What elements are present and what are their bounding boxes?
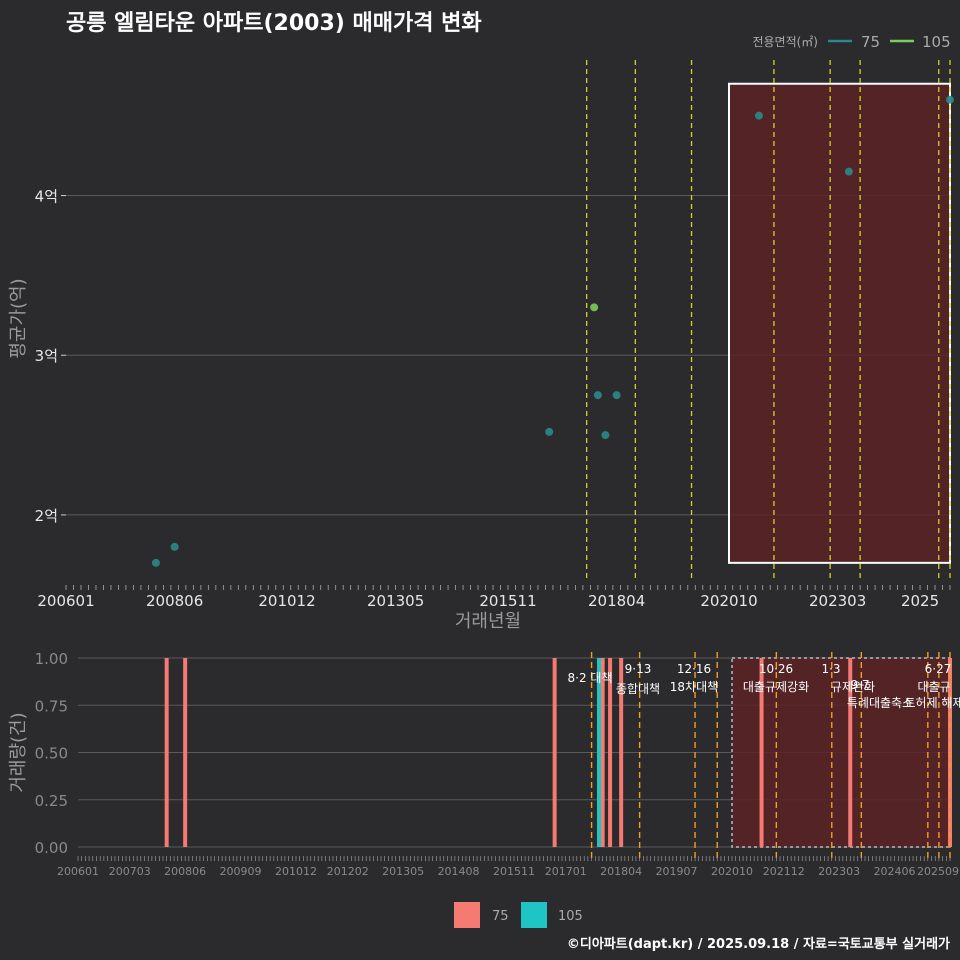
x-tick-label: 2025 xyxy=(901,592,939,610)
x-tick-label: 202406 xyxy=(874,865,916,878)
x-tick-label: 202112 xyxy=(763,865,805,878)
x-tick-label: 201012 xyxy=(258,592,315,610)
y-tick-label: 4억 xyxy=(35,188,58,206)
x-tick-label: 200806 xyxy=(164,865,206,878)
data-point xyxy=(612,391,621,400)
y-tick-label: 0.25 xyxy=(35,792,68,810)
legend-swatch-105 xyxy=(521,902,547,928)
x-tick-label: 202010 xyxy=(700,592,757,610)
volume-bar xyxy=(619,658,624,847)
data-point xyxy=(754,111,763,120)
policy-label: 9·13 xyxy=(625,662,652,676)
policy-sublabel: 대출규제강화 xyxy=(743,680,809,694)
policy-sublabel: 18차대책 xyxy=(670,679,718,694)
policy-sublabel: 토허제 해제 xyxy=(904,696,960,710)
policy-sublabel: 종합대책 xyxy=(616,681,660,696)
legend-label-75: 75 xyxy=(492,909,509,924)
y-tick-label: 0.50 xyxy=(35,745,68,763)
legend-label-105: 105 xyxy=(558,909,583,924)
data-point xyxy=(844,167,853,176)
y-tick-label: 0.00 xyxy=(35,839,68,857)
volume-bar xyxy=(608,658,613,847)
y-axis-label: 평균가(억) xyxy=(8,278,29,358)
y-tick-label: 0.75 xyxy=(35,697,68,715)
x-tick-label: 201804 xyxy=(588,592,645,610)
x-tick-label: 200909 xyxy=(220,865,262,878)
policy-sublabel: 특례대출축소 xyxy=(847,696,913,710)
chart-title: 공릉 엘림타운 아파트(2003) 매매가격 변화 xyxy=(66,11,482,36)
x-tick-label: 202303 xyxy=(809,592,866,610)
policy-sublabel: 대출규 xyxy=(917,680,950,694)
policy-sublabel: 9·7 xyxy=(850,678,869,692)
data-point xyxy=(170,542,179,551)
source-caption: ©디아파트(dapt.kr) / 2025.09.18 / 자료=국토교통부 실… xyxy=(567,936,950,952)
volume-bar xyxy=(759,658,764,847)
highlight-region xyxy=(728,82,951,564)
policy-label: 8·2 대책 xyxy=(568,670,613,685)
volume-bar xyxy=(600,658,605,847)
x-tick-label: 201511 xyxy=(479,592,536,610)
x-tick-label: 201907 xyxy=(656,865,698,878)
data-point xyxy=(590,303,599,312)
policy-label: 1·3 xyxy=(821,662,840,676)
legend-title: 전용면적(㎡) xyxy=(752,35,818,49)
legend-label-75: 75 xyxy=(861,33,880,51)
x-tick-label: 201305 xyxy=(367,592,424,610)
data-point xyxy=(601,431,610,440)
volume-bar xyxy=(552,658,557,847)
data-point xyxy=(151,558,160,567)
data-point xyxy=(545,427,554,436)
policy-sublabel: 규제완화 xyxy=(831,680,875,694)
volume-chart: 0.00 0.25 0.50 0.75 1.00 8·2 대책 9·13 종합대책 12·16 1… xyxy=(8,650,960,928)
x-tick-label: 201408 xyxy=(438,865,480,878)
x-tick-label: 202303 xyxy=(818,865,860,878)
data-point xyxy=(593,391,602,400)
x-tick-label: 200703 xyxy=(109,865,151,878)
legend-swatch-75 xyxy=(454,902,480,928)
y-axis-label: 거래량(건) xyxy=(8,712,29,792)
y-tick-label: 3억 xyxy=(35,347,58,365)
x-axis-label: 거래년월 xyxy=(455,611,521,632)
legend-label-105: 105 xyxy=(922,33,951,51)
y-tick-label: 1.00 xyxy=(35,650,68,668)
volume-bar xyxy=(183,658,188,847)
x-tick-label: 201012 xyxy=(275,865,317,878)
x-tick-label: 201305 xyxy=(382,865,424,878)
price-chart: 2억 3억 4억 200601 200806 201012 201305 201511 2018… xyxy=(8,33,954,632)
x-tick-label: 201511 xyxy=(493,865,535,878)
x-tick-label: 200601 xyxy=(57,865,99,878)
y-tick-label: 2억 xyxy=(35,507,58,525)
policy-label: 6·27 xyxy=(925,662,952,676)
x-tick-label: 200601 xyxy=(37,592,94,610)
volume-bar xyxy=(848,658,853,847)
x-tick-label: 201202 xyxy=(327,865,369,878)
x-tick-label: 200806 xyxy=(146,592,203,610)
data-point xyxy=(946,95,954,104)
policy-label: 12·16 xyxy=(677,662,711,676)
x-tick-label: 201804 xyxy=(600,865,642,878)
x-tick-label: 202509 xyxy=(917,865,959,878)
x-tick-label: 201701 xyxy=(545,865,587,878)
highlight-region xyxy=(731,657,951,848)
policy-label: 10·26 xyxy=(759,662,793,676)
volume-bar xyxy=(596,658,601,847)
x-tick-label: 202010 xyxy=(711,865,753,878)
volume-bar xyxy=(164,658,169,847)
